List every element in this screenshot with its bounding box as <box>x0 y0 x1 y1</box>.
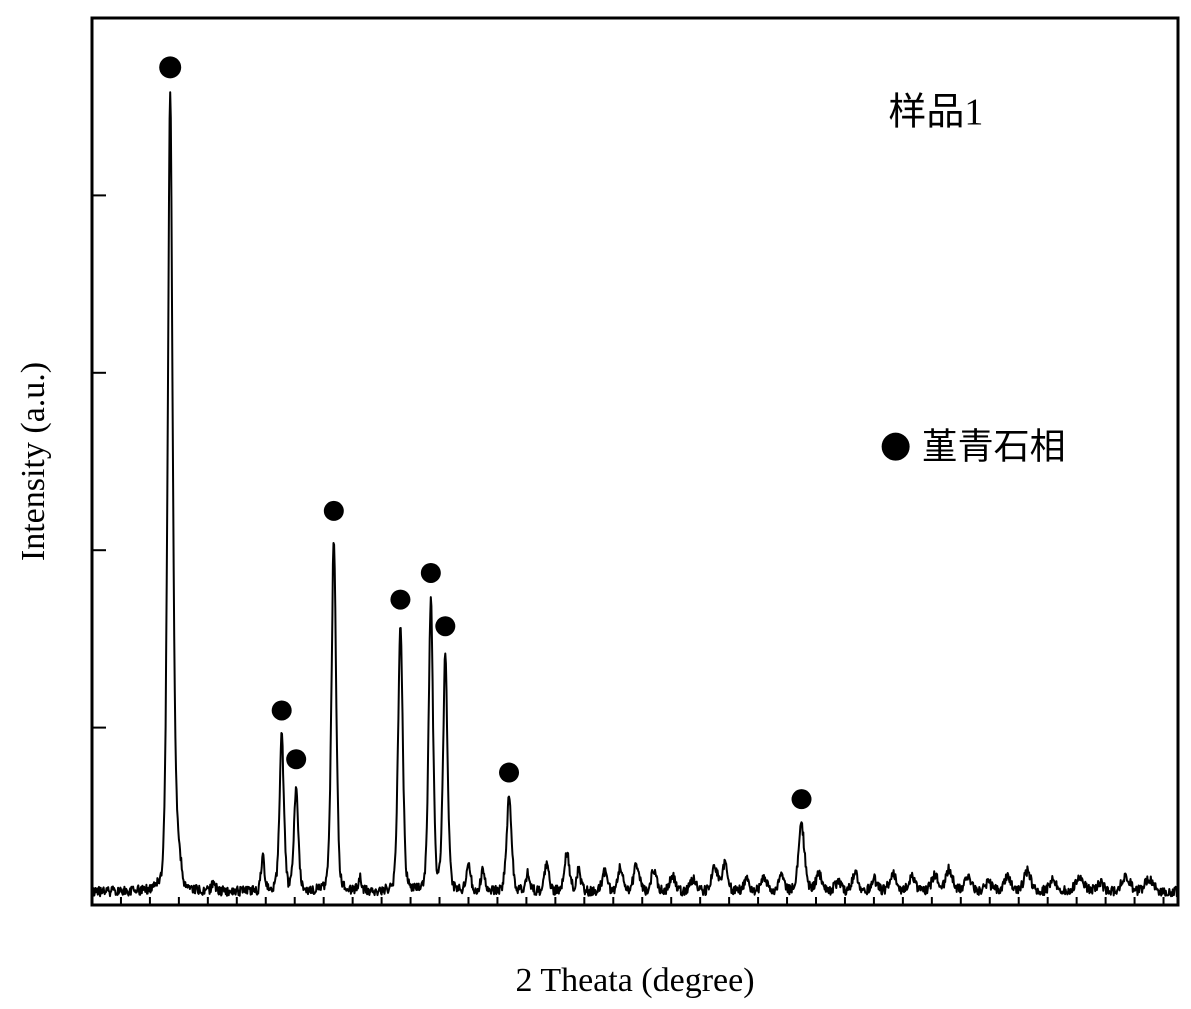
peak-marker-icon <box>421 563 441 583</box>
xrd-curve <box>92 92 1178 896</box>
peak-marker-icon <box>499 763 519 783</box>
peak-marker-icon <box>286 749 306 769</box>
peak-marker-icon <box>159 56 181 78</box>
xrd-svg: 2 Theata (degree) Intensity (a.u.) 样品1 堇青石相 <box>0 0 1191 1009</box>
xrd-chart: 2 Theata (degree) Intensity (a.u.) 样品1 堇青石相 <box>0 0 1191 1009</box>
peak-marker-icon <box>272 700 292 720</box>
legend-label: 堇青石相 <box>922 427 1066 467</box>
y-axis-label: Intensity (a.u.) <box>15 362 52 561</box>
legend-marker-icon <box>882 433 910 461</box>
sample-label: 样品1 <box>888 91 983 133</box>
peak-marker-icon <box>792 789 812 809</box>
peak-marker-icon <box>435 616 455 636</box>
x-axis-label: 2 Theata (degree) <box>515 962 754 999</box>
peak-marker-icon <box>390 590 410 610</box>
peak-marker-icon <box>324 501 344 521</box>
